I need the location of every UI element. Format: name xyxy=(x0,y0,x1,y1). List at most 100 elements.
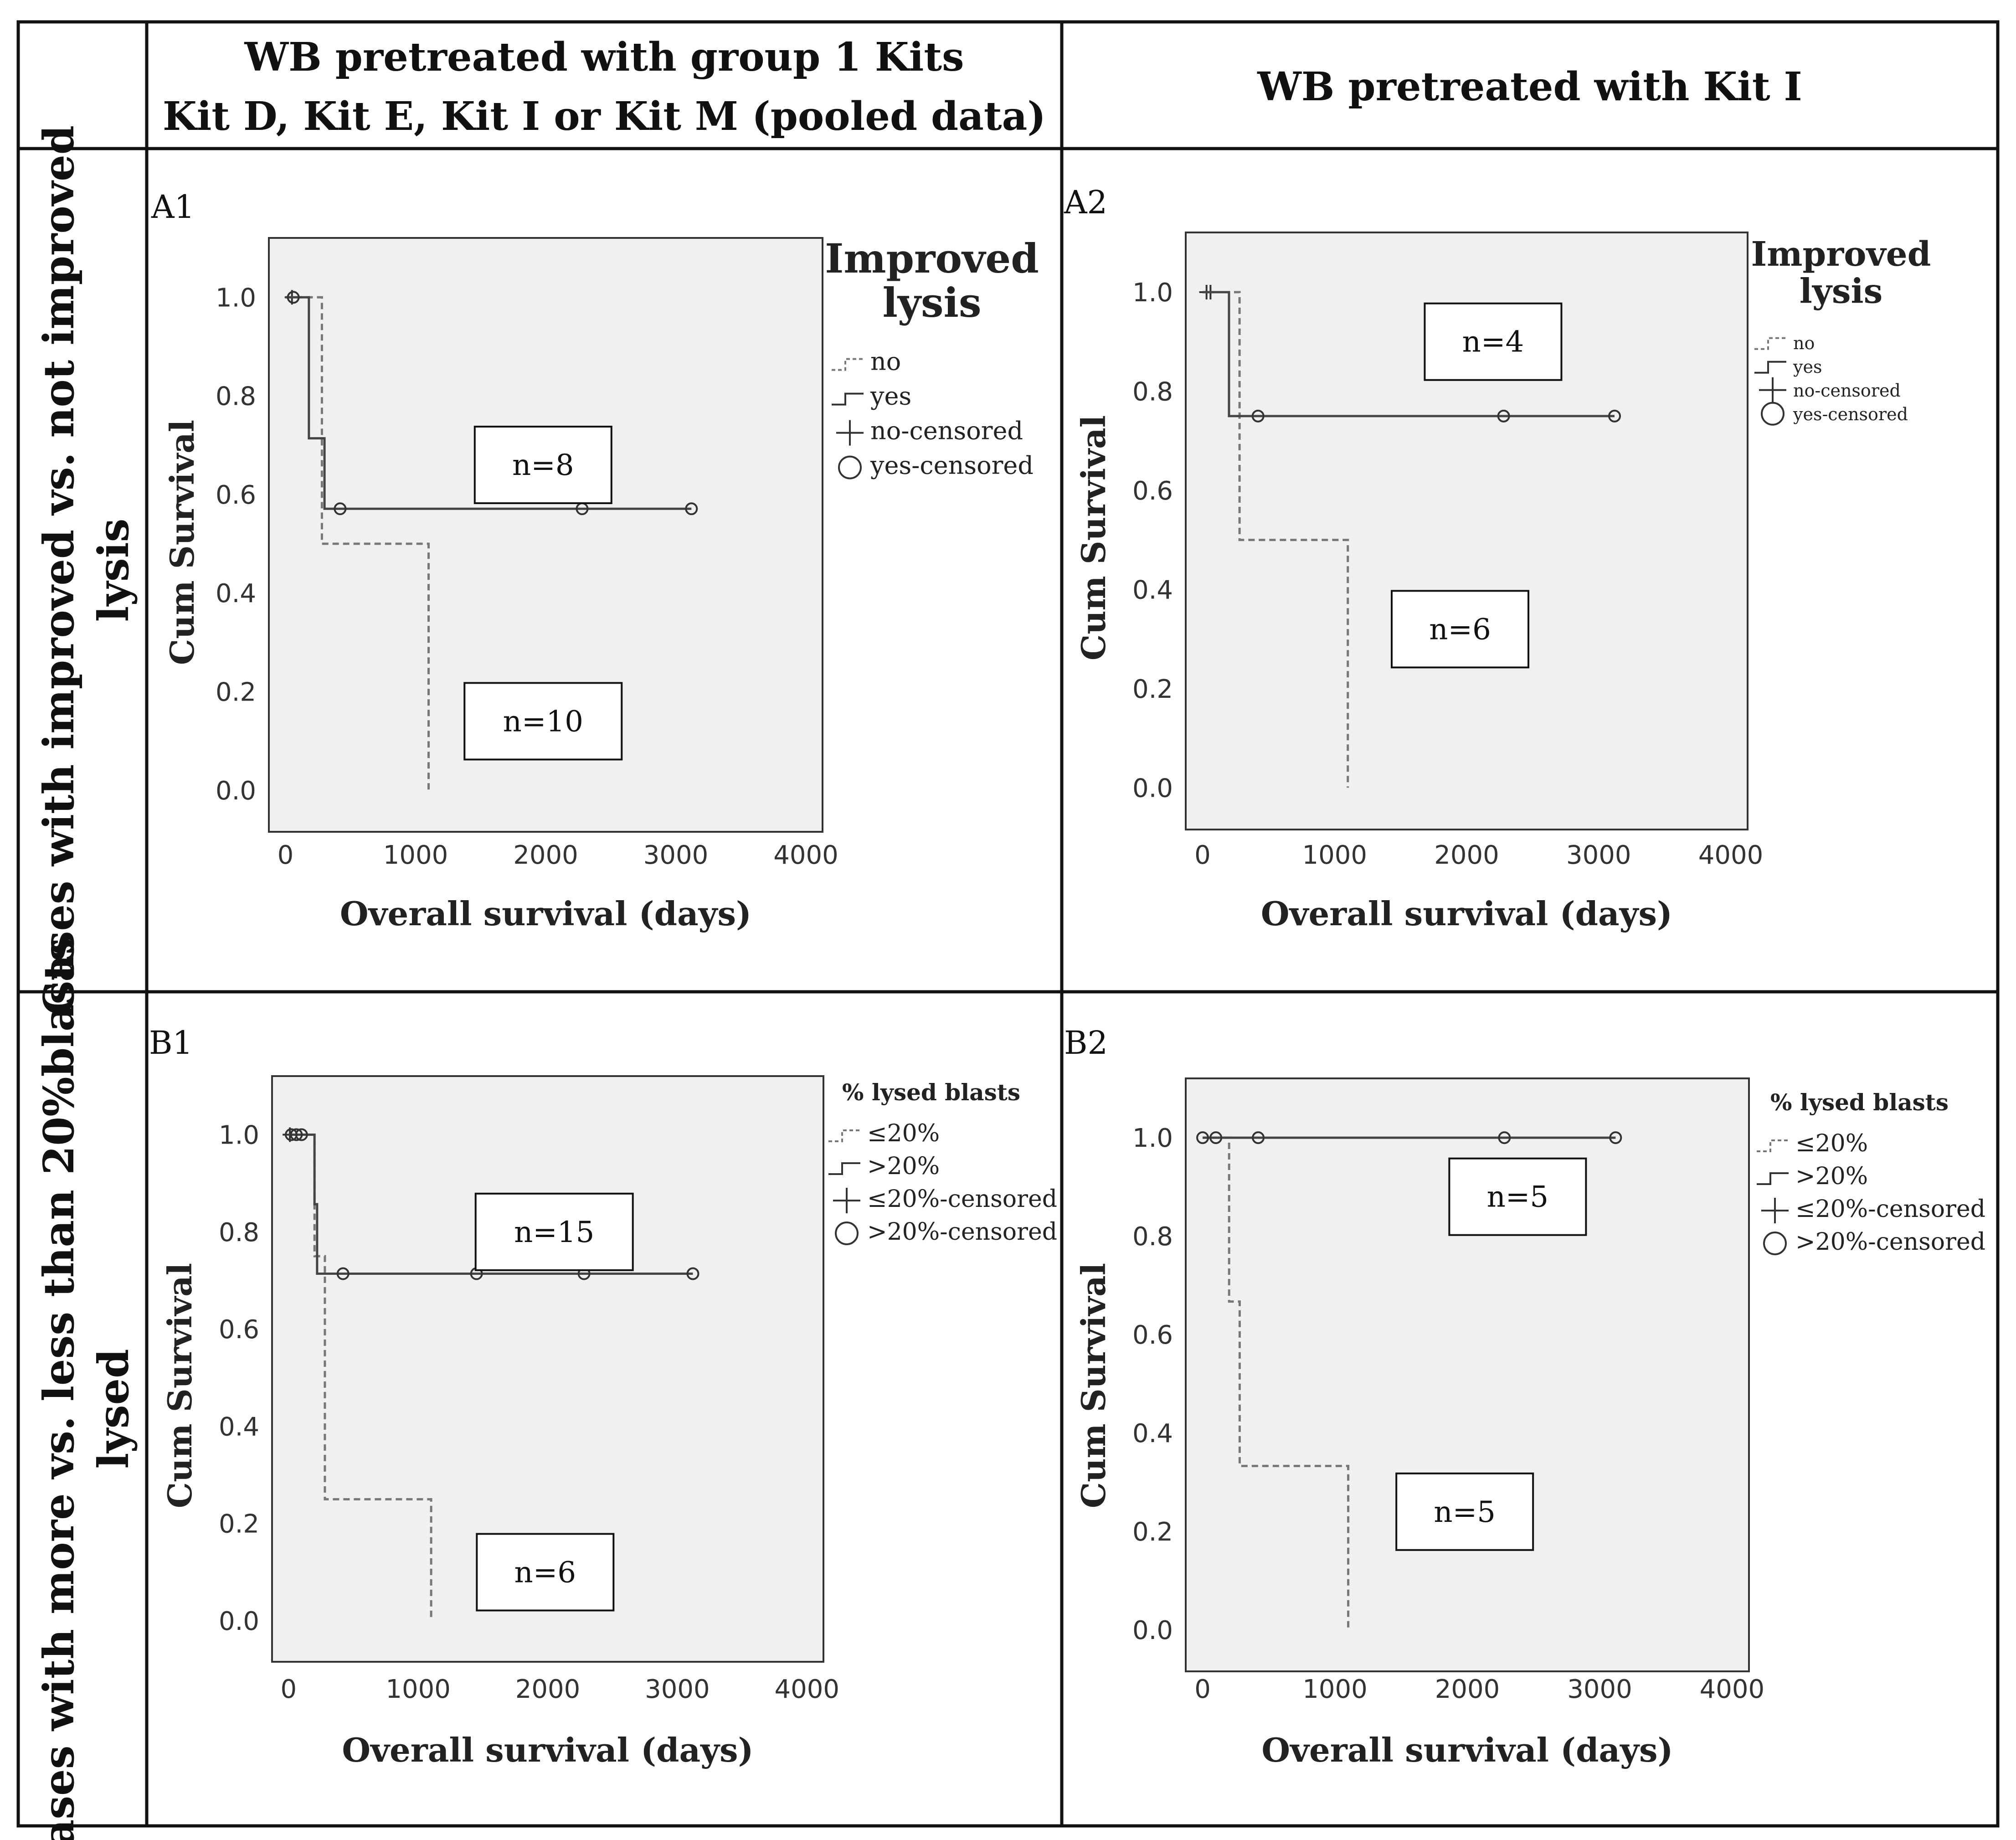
legend-item-label: yes xyxy=(1793,357,1822,377)
legend-item-label: yes-censored xyxy=(870,451,1034,480)
legend: % lysed blasts ≤20% >20% ≤20%-censored >20%-… xyxy=(1757,1089,1985,1256)
km-panel-b2: B2 0.0 0.2 0.4 0.6 0.8 1.0 0 1000 2000 3000 4000 Ove… xyxy=(1064,1024,1985,1769)
legend-item-label: ≤20%-censored xyxy=(1795,1196,1985,1223)
legend-symbol-solid-step xyxy=(828,1162,860,1175)
x-axis-label: Overall survival (days) xyxy=(1261,1731,1673,1769)
y-axis-label: Cum Survival xyxy=(160,1263,199,1508)
x-tick-label: 0 xyxy=(278,840,294,870)
legend-symbol-dash-step xyxy=(1757,1139,1789,1152)
censor-mark-circle xyxy=(1609,1131,1622,1144)
x-tick-label: 1000 xyxy=(383,840,448,870)
y-tick-label: 1.0 xyxy=(1132,1124,1173,1153)
row-header-1: Cases with improved vs. not improved lys… xyxy=(34,125,138,1015)
table-grid xyxy=(16,20,2000,1828)
y-tick-label: 0.0 xyxy=(219,1607,259,1636)
n-count-label: n=15 xyxy=(514,1216,594,1249)
column-header-2: WB pretreated with Kit I xyxy=(1257,64,1802,110)
x-tick-label: 3000 xyxy=(645,1675,710,1704)
legend-symbol-dash-step xyxy=(828,1129,860,1142)
x-tick-label: 2000 xyxy=(1435,1675,1500,1704)
legend-item-label: >20% xyxy=(867,1153,940,1180)
y-tick-label: 0.0 xyxy=(1132,773,1173,803)
n-count-box xyxy=(474,1192,634,1271)
censor-mark-circle xyxy=(1251,409,1265,423)
n-count-label: n=6 xyxy=(514,1556,576,1589)
y-tick-label: 0.6 xyxy=(1132,476,1173,506)
legend: % lysed blasts ≤20% >20% ≤20%-censored >20%-… xyxy=(828,1079,1057,1246)
y-tick-label: 0.4 xyxy=(216,579,256,608)
y-tick-label: 0.6 xyxy=(216,480,256,510)
legend-title: Improved xyxy=(825,235,1039,282)
x-axis-label: Overall survival (days) xyxy=(340,894,751,933)
y-axis-label: Cum Survival xyxy=(1074,1263,1113,1508)
legend-item-label: no-censored xyxy=(1793,381,1901,401)
x-tick-label: 2000 xyxy=(513,840,578,870)
censor-mark-circle xyxy=(1498,1131,1511,1144)
row-header-1-line-1: Cases with improved vs. not improved xyxy=(34,125,83,1015)
x-tick-label: 2000 xyxy=(1434,840,1499,870)
km-panel-a2: A2 0.0 0.2 0.4 0.6 0.8 1.0 0 1000 2000 3000 4000 Ove… xyxy=(1064,184,1931,933)
censor-mark-circle xyxy=(686,1267,699,1280)
n-count-label: n=6 xyxy=(1429,613,1491,646)
legend-symbol-plus xyxy=(1759,377,1786,403)
x-tick-label: 4000 xyxy=(1698,840,1764,870)
x-tick-label: 0 xyxy=(1194,1675,1211,1704)
n-count-box xyxy=(1448,1157,1587,1236)
y-tick-label: 0.0 xyxy=(216,776,256,806)
legend-title: lysis xyxy=(882,279,981,326)
censor-mark-circle xyxy=(295,1128,308,1141)
y-tick-label: 0.8 xyxy=(219,1218,259,1247)
legend-item-label: >20% xyxy=(1795,1163,1868,1190)
km-panel-a1: A1 0.0 0.2 0.4 0.6 0.8 1.0 0 1000 2000 3000 4000 Ove… xyxy=(151,188,1039,933)
n-count-label: n=10 xyxy=(503,705,583,738)
legend-item-label: ≤20% xyxy=(1795,1130,1868,1157)
n-count-box xyxy=(473,426,612,505)
y-tick-label: 0.4 xyxy=(1132,575,1173,605)
legend-symbol-circle xyxy=(835,1222,859,1245)
legend-item-label: no xyxy=(1793,333,1815,353)
n-count-box xyxy=(463,682,623,761)
legend-symbol-plus xyxy=(1761,1198,1789,1223)
censor-mark-circle xyxy=(287,291,300,304)
legend-title: % lysed blasts xyxy=(1770,1089,1949,1116)
legend-title: Improved xyxy=(1751,235,1931,274)
legend-symbol-circle xyxy=(838,455,862,479)
y-tick-label: 0.2 xyxy=(216,677,256,707)
x-axis-label: Overall survival (days) xyxy=(342,1731,753,1769)
row-header-2-line-1: Cases with more vs. less than 20%blasts xyxy=(34,938,83,1840)
legend-symbol-dash-step xyxy=(1754,337,1786,350)
legend-symbol-plus xyxy=(836,420,864,446)
legend-symbol-dash-step xyxy=(832,358,864,371)
km-panel-b1: B1 0.0 0.2 0.4 0.6 0.8 1.0 0 1000 2000 3000 4000 Ove… xyxy=(149,1024,1057,1769)
survival-curve-solid xyxy=(285,296,692,510)
survival-curve-solid xyxy=(1202,291,1615,417)
y-tick-label: 0.8 xyxy=(1132,1222,1173,1252)
legend-title: lysis xyxy=(1800,272,1883,311)
y-tick-label: 0.6 xyxy=(1132,1320,1173,1350)
panel-label: A1 xyxy=(151,188,195,226)
n-count-box xyxy=(476,1533,615,1612)
column-header-1-line-2: Kit D, Kit E, Kit I or Kit M (pooled dat… xyxy=(163,93,1046,139)
x-tick-label: 4000 xyxy=(774,1675,839,1704)
y-tick-label: 0.4 xyxy=(1132,1419,1173,1448)
y-tick-label: 1.0 xyxy=(1132,278,1173,308)
x-tick-label: 1000 xyxy=(1302,1675,1368,1704)
censor-mark-circle xyxy=(336,1267,350,1280)
panel-label: B1 xyxy=(149,1024,193,1062)
x-axis-label: Overall survival (days) xyxy=(1261,894,1672,933)
legend-symbol-circle xyxy=(1761,402,1785,426)
legend-item-label: no xyxy=(870,347,901,376)
row-header-1-line-2: lysis xyxy=(89,519,138,622)
y-tick-label: 0.8 xyxy=(216,382,256,412)
n-count-label: n=5 xyxy=(1434,1495,1496,1529)
row-header-2-line-2: lysed xyxy=(89,1349,138,1469)
y-axis-label: Cum Survival xyxy=(163,420,201,665)
censor-mark-circle xyxy=(1497,409,1510,423)
legend-item-label: no-censored xyxy=(870,417,1023,445)
x-tick-label: 4000 xyxy=(773,840,838,870)
x-tick-label: 3000 xyxy=(643,840,709,870)
x-tick-label: 3000 xyxy=(1566,840,1631,870)
n-count-label: n=5 xyxy=(1487,1180,1549,1214)
